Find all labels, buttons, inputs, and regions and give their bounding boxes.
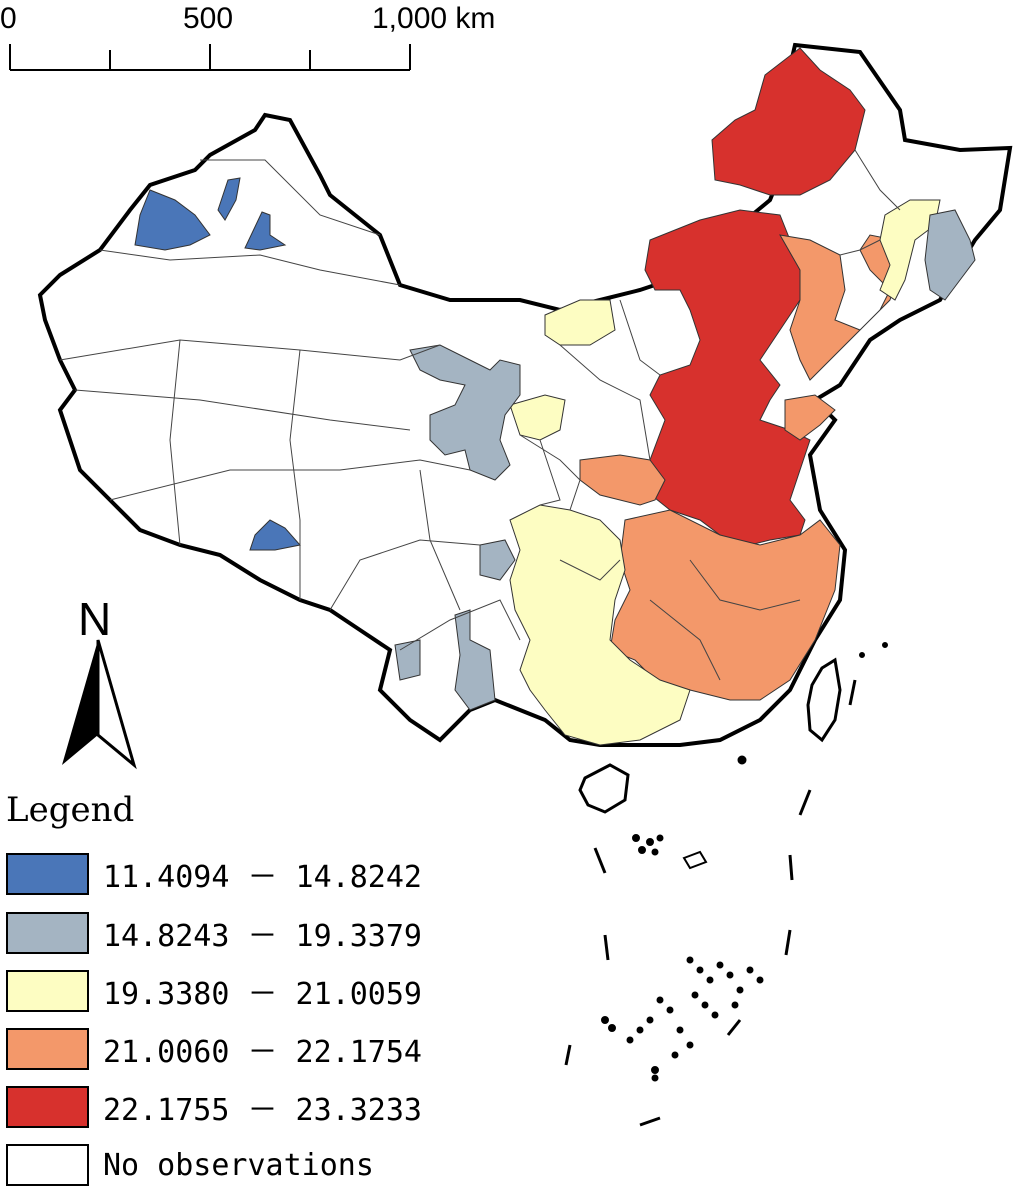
legend-label-class5: 22.1755 － 23.3233 bbox=[103, 1093, 422, 1128]
region-sichuan-west bbox=[479, 539, 516, 581]
region-yunnan-south bbox=[454, 609, 496, 711]
legend-item-class5: 22.1755 － 23.3233 bbox=[6, 1085, 422, 1129]
region-central-south bbox=[609, 509, 841, 701]
scale-label-0: 0 bbox=[0, 2, 17, 35]
scale-label-500: 500 bbox=[183, 2, 234, 35]
region-xinjiang-north-lake bbox=[217, 177, 241, 221]
legend-item-no-observations: No observations bbox=[6, 1143, 374, 1187]
legend-swatch-class4 bbox=[6, 1028, 89, 1070]
legend-label-class4: 21.0060 － 22.1754 bbox=[103, 1035, 422, 1070]
region-jilin-east bbox=[924, 209, 976, 301]
legend-swatch-class5 bbox=[6, 1086, 89, 1128]
class1-regions bbox=[134, 177, 301, 551]
region-yunnan-west bbox=[394, 639, 421, 681]
south-china-sea-features bbox=[564, 642, 888, 1127]
hainan-island bbox=[578, 763, 630, 814]
class2-regions bbox=[394, 209, 976, 711]
china-outline bbox=[37, 42, 1013, 747]
north-arrow bbox=[62, 639, 137, 770]
legend-swatch-class3 bbox=[6, 970, 89, 1012]
region-xinjiang-west bbox=[134, 189, 211, 251]
region-southwest bbox=[509, 504, 691, 746]
legend-swatch-class2 bbox=[6, 912, 89, 954]
legend-item-class4: 21.0060 － 22.1754 bbox=[6, 1027, 422, 1071]
legend-swatch-no-observations bbox=[6, 1144, 89, 1186]
region-qinghai-gansu bbox=[409, 344, 521, 481]
legend-label-class1: 11.4094 － 14.8242 bbox=[103, 860, 422, 895]
class4-regions bbox=[579, 234, 901, 701]
region-heilongjiang-south bbox=[879, 199, 941, 301]
legend-item-class2: 14.8243 － 19.3379 bbox=[6, 911, 422, 955]
region-ordos bbox=[544, 299, 616, 346]
region-hulunbuir bbox=[711, 47, 866, 196]
legend-item-class1: 11.4094 － 14.8242 bbox=[6, 852, 422, 896]
legend-item-class3: 19.3380 － 21.0059 bbox=[6, 969, 422, 1013]
taiwan-island bbox=[806, 657, 842, 743]
legend-title: Legend bbox=[6, 790, 135, 830]
class3-regions bbox=[509, 199, 941, 746]
legend-label-class2: 14.8243 － 19.3379 bbox=[103, 919, 422, 954]
region-shandong bbox=[784, 394, 836, 441]
scale-label-1000: 1,000 km bbox=[372, 2, 496, 35]
province-boundaries bbox=[59, 149, 901, 681]
north-arrow-right-half bbox=[96, 639, 137, 770]
scale-bar bbox=[9, 44, 411, 71]
north-arrow-left-half bbox=[62, 640, 98, 765]
class5-regions bbox=[644, 47, 866, 546]
legend-swatch-class1 bbox=[6, 853, 89, 895]
north-arrow-label: N bbox=[78, 593, 112, 645]
region-henan-west bbox=[579, 454, 666, 506]
legend-label-no-observations: No observations bbox=[103, 1147, 374, 1183]
region-xinjiang-north bbox=[244, 211, 287, 251]
legend-label-class3: 19.3380 － 21.0059 bbox=[103, 977, 422, 1012]
